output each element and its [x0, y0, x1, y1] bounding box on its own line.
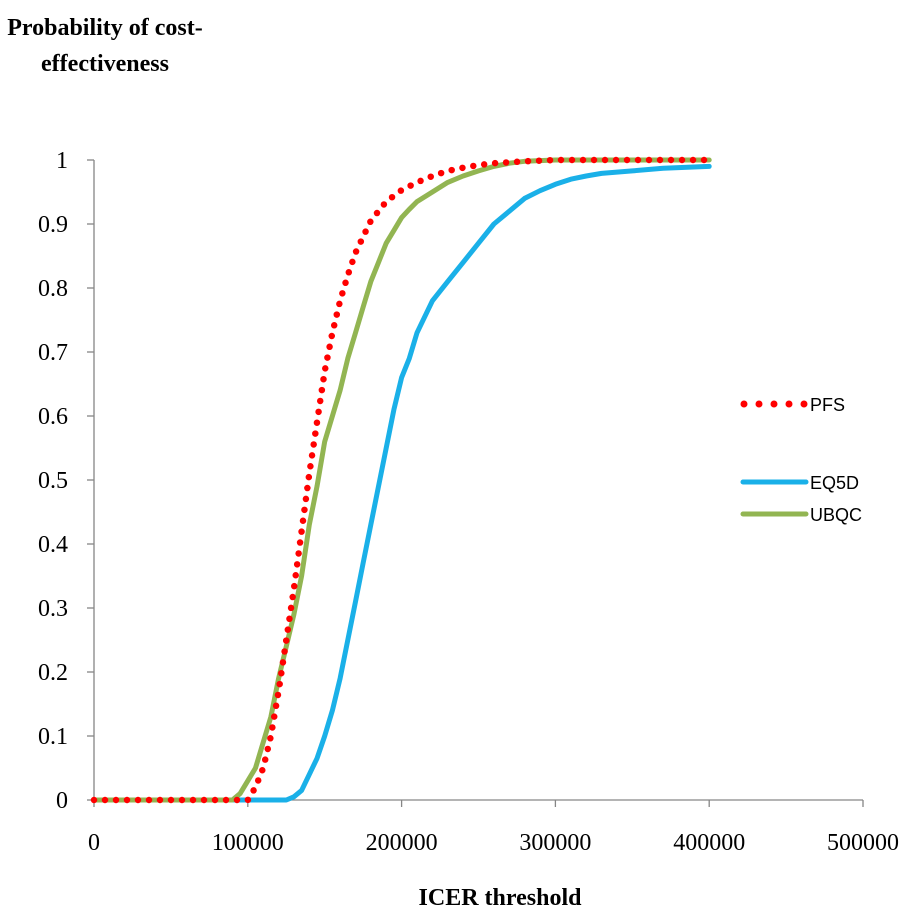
y-tick-label: 0.7 — [38, 340, 68, 366]
x-tick-label: 300000 — [519, 830, 591, 856]
y-axis-title: Probability of cost-effectiveness — [7, 15, 203, 77]
x-tick-label: 200000 — [366, 830, 438, 856]
y-tick-label: 0.1 — [38, 724, 68, 750]
x-tick-label: 0 — [88, 830, 100, 856]
legend-label-ubqc: UBQC — [810, 505, 862, 525]
x-tick-label: 100000 — [212, 830, 284, 856]
y-ticks: 0 0.1 0.2 0.3 0.4 0.5 0.6 0.7 0.8 0.9 1 — [38, 148, 94, 814]
y-tick-label: 0 — [56, 788, 68, 814]
y-tick-label: 0.9 — [38, 212, 68, 238]
y-tick-label: 0.4 — [38, 532, 68, 558]
legend-label-eq5d: EQ5D — [810, 473, 859, 493]
legend: PFS EQ5D UBQC — [740, 395, 862, 525]
series-line-ubqc — [91, 157, 712, 803]
y-tick-label: 0.3 — [38, 596, 68, 622]
y-tick-label: 0.6 — [38, 404, 68, 430]
legend-label-pfs: PFS — [810, 395, 845, 415]
series-line-pfs — [90, 156, 713, 804]
x-tick-label: 400000 — [673, 830, 745, 856]
y-tick-label: 0.5 — [38, 468, 68, 494]
x-tick-label: 500000 — [827, 830, 899, 856]
y-tick-label: 1 — [56, 148, 68, 174]
x-ticks: 0 100000 200000 300000 400000 500000 — [88, 800, 899, 856]
series-lines — [90, 156, 713, 804]
x-axis-title: ICER threshold — [418, 885, 582, 911]
series-line-eq5d — [222, 163, 712, 803]
y-tick-label: 0.8 — [38, 276, 68, 302]
y-tick-label: 0.2 — [38, 660, 68, 686]
